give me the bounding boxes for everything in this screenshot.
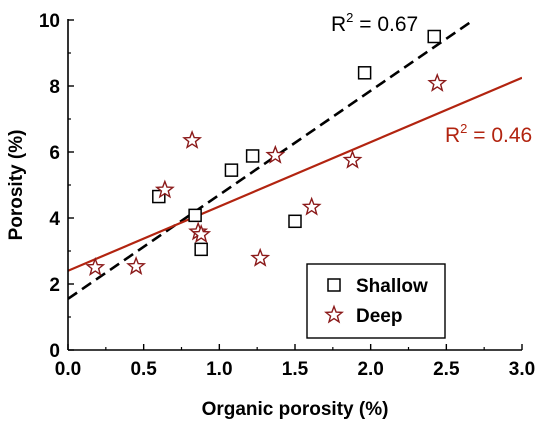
point-deep <box>182 129 203 149</box>
r2-label-deep: R2 = 0.46 <box>445 121 532 147</box>
data-points <box>85 29 448 276</box>
point-shallow <box>357 66 372 80</box>
point-shallow <box>188 208 202 223</box>
ticks: 0.0 0.5 1.0 1.5 2.0 2.5 3.0 0 2 4 6 8 10 <box>39 11 535 380</box>
x-axis-title: Organic porosity (%) <box>202 399 389 420</box>
legend-square-icon <box>327 278 341 292</box>
point-deep <box>250 247 271 267</box>
legend-marker-deep <box>324 304 344 324</box>
legend-label-shallow: Shallow <box>356 276 428 297</box>
point-shallow <box>224 163 239 177</box>
point-deep <box>427 72 448 92</box>
y-tick-label: 0 <box>49 341 60 362</box>
x-tick-label: 2.5 <box>433 359 460 380</box>
y-tick-label: 6 <box>49 143 60 164</box>
legend-label-deep: Deep <box>356 306 402 327</box>
x-tick-label: 1.0 <box>206 359 232 380</box>
x-tick-label: 2.0 <box>357 359 383 380</box>
legend: Shallow Deep <box>306 263 446 339</box>
axes <box>67 19 522 351</box>
legend-box <box>306 263 446 339</box>
y-axis-title: Porosity (%) <box>6 130 27 241</box>
x-tick-label: 0.5 <box>130 359 157 380</box>
y-tick-label: 8 <box>49 77 60 98</box>
r2-label-shallow: R2 = 0.67 <box>331 10 418 36</box>
point-deep <box>191 224 212 243</box>
legend-star-icon <box>324 304 344 324</box>
point-shallow <box>427 29 441 44</box>
point-shallow <box>194 242 208 257</box>
point-shallow <box>245 149 260 163</box>
point-shallow <box>288 214 302 229</box>
point-deep <box>85 257 106 276</box>
fit-line-deep <box>68 76 522 272</box>
x-tick-label: 3.0 <box>509 359 535 380</box>
y-tick-label: 2 <box>49 275 60 296</box>
point-deep <box>342 149 363 169</box>
point-deep <box>301 196 322 216</box>
legend-marker-shallow <box>327 278 341 292</box>
y-tick-label: 4 <box>49 209 60 230</box>
point-deep <box>126 256 147 275</box>
point-deep <box>154 179 175 199</box>
x-tick-label: 1.5 <box>282 359 309 380</box>
x-tick-label: 0.0 <box>55 359 81 380</box>
point-deep <box>265 144 286 164</box>
y-tick-label: 10 <box>39 11 60 32</box>
